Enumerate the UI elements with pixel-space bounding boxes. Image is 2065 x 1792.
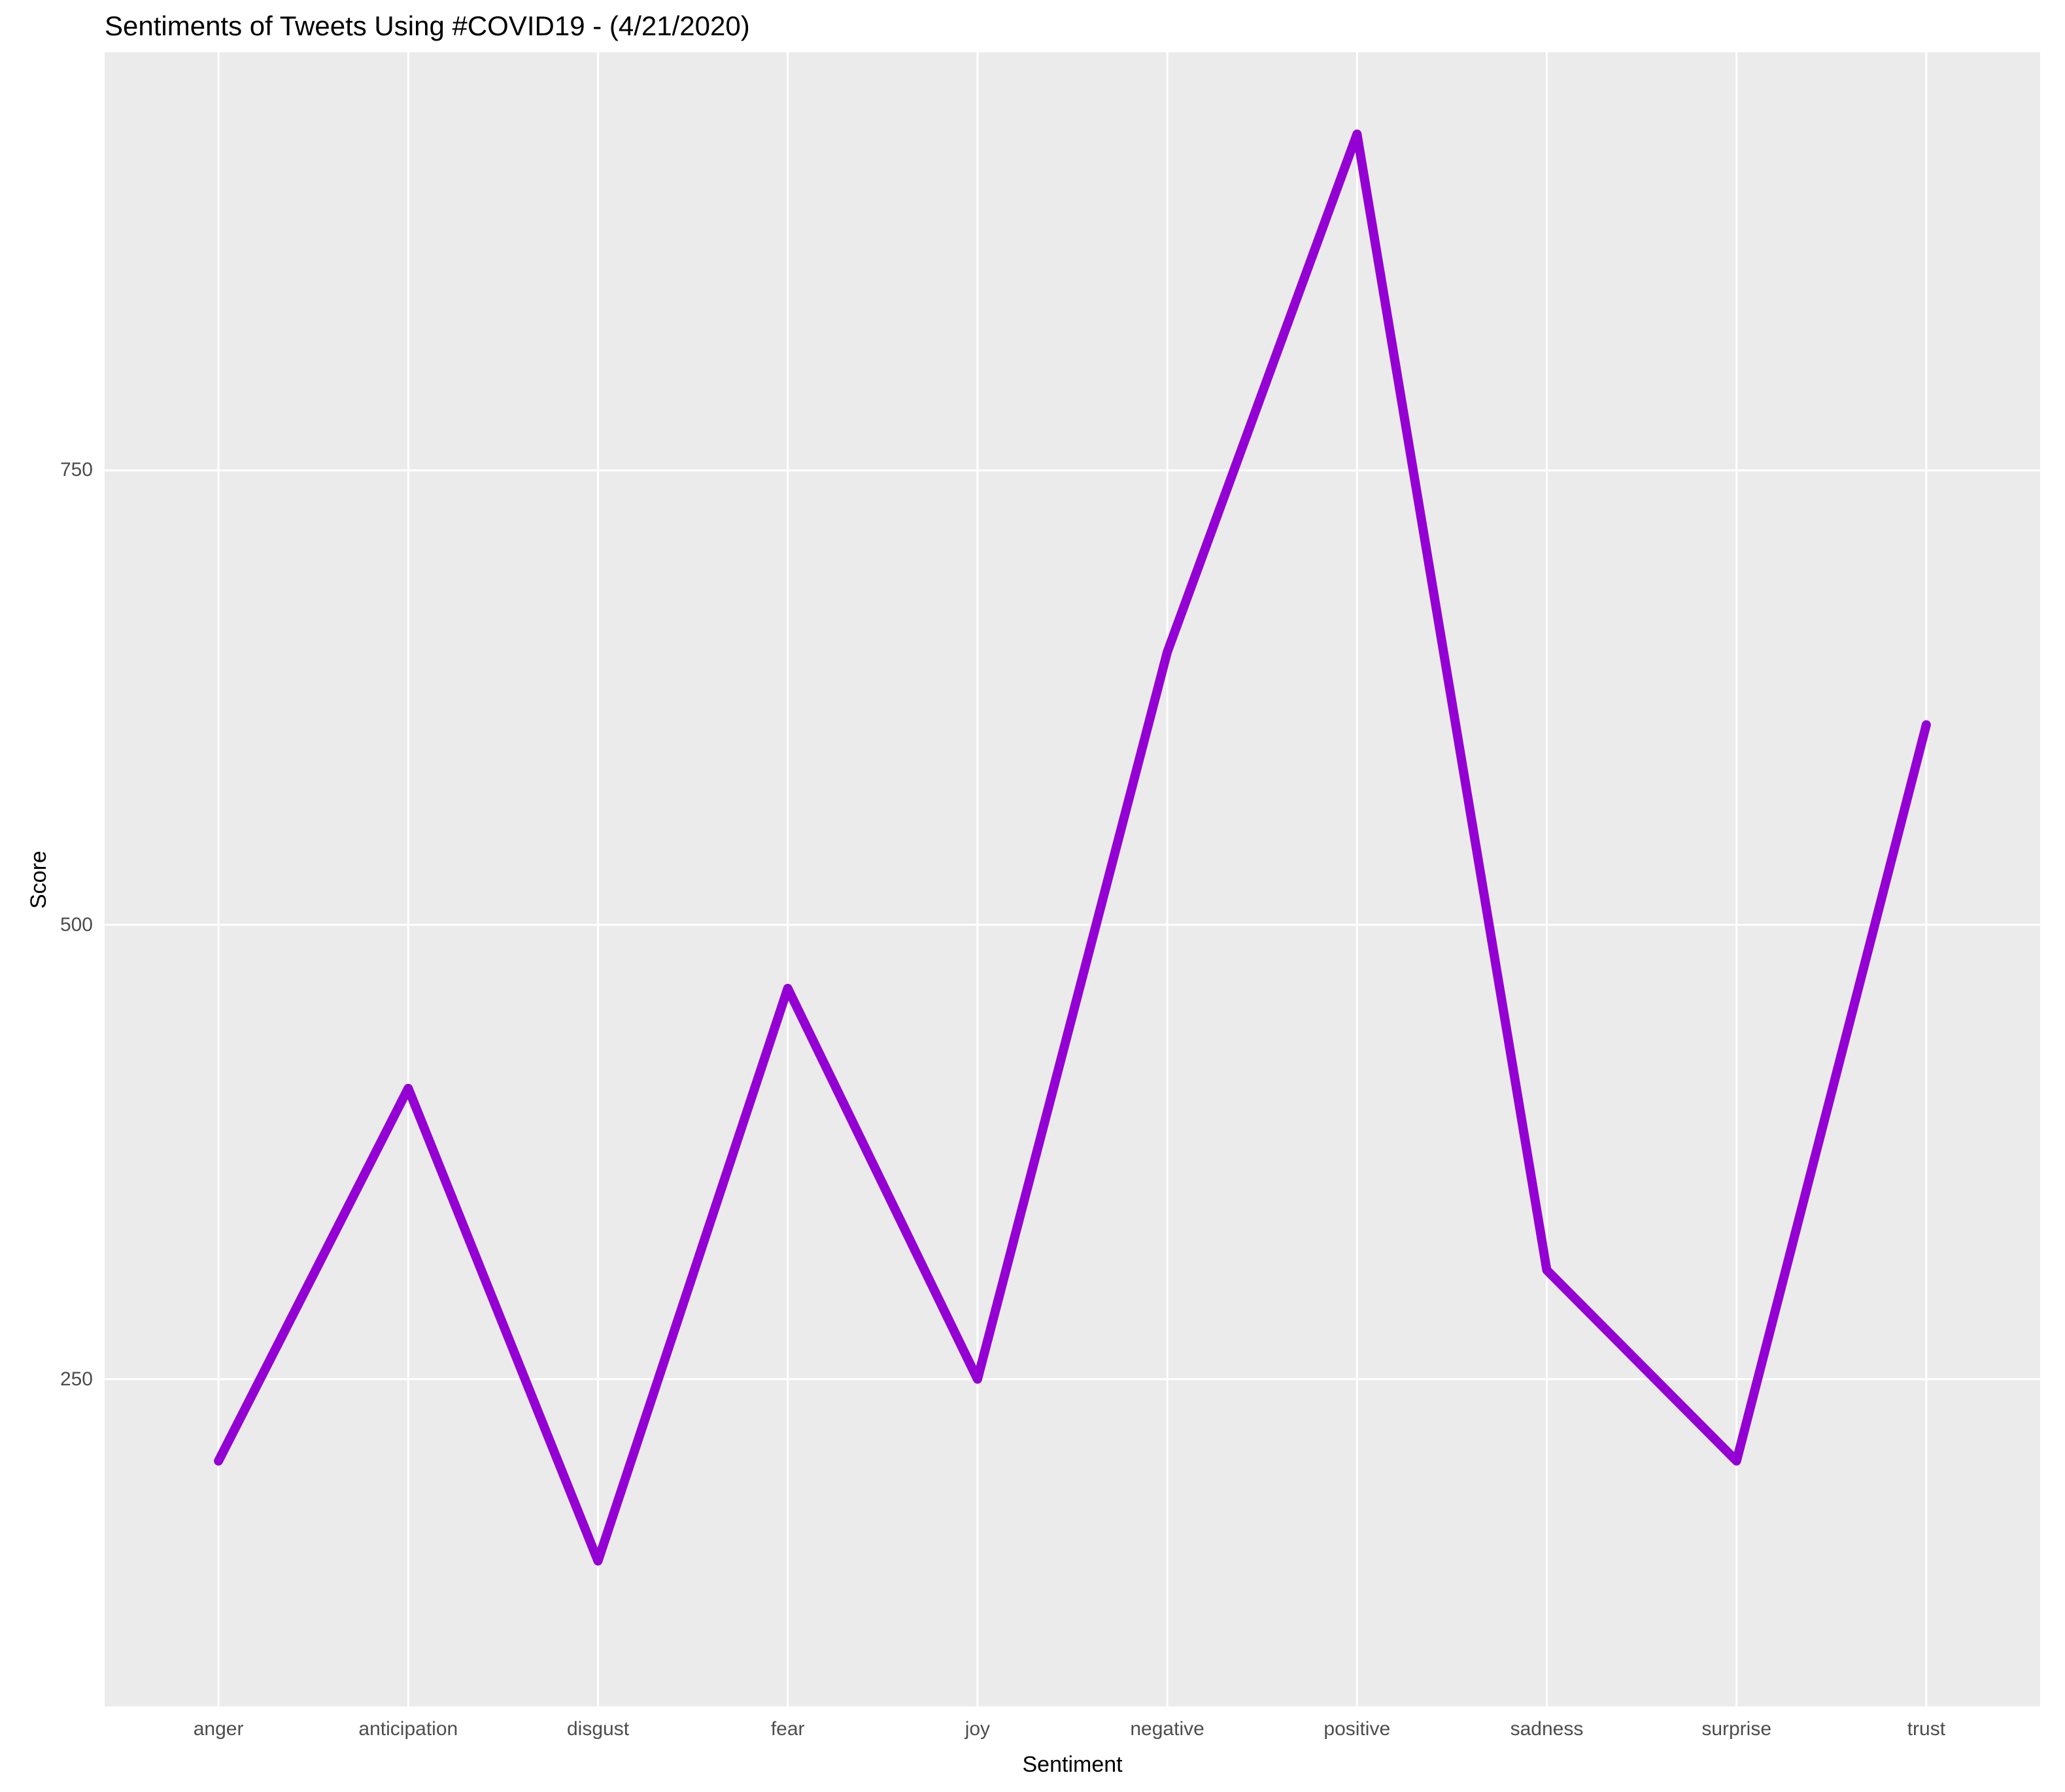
plot-area: angeranticipationdisgustfearjoynegativep… — [105, 52, 2040, 1706]
x-tick-label: disgust — [567, 1706, 629, 1740]
x-tick-label: joy — [965, 1706, 990, 1740]
x-tick-label: positive — [1323, 1706, 1390, 1740]
x-tick-label: anger — [194, 1706, 244, 1740]
y-axis-label: Score — [26, 851, 52, 909]
chart-canvas: Sentiments of Tweets Using #COVID19 - (4… — [0, 0, 2065, 1792]
plot-svg — [105, 52, 2040, 1706]
y-tick-label: 750 — [60, 459, 105, 481]
x-tick-label: sadness — [1510, 1706, 1584, 1740]
y-tick-label: 500 — [60, 914, 105, 936]
x-tick-label: fear — [771, 1706, 805, 1740]
x-tick-label: trust — [1907, 1706, 1945, 1740]
panel-background — [105, 52, 2040, 1706]
x-tick-label: anticipation — [358, 1706, 458, 1740]
x-axis-label: Sentiment — [1023, 1752, 1123, 1778]
chart-title: Sentiments of Tweets Using #COVID19 - (4… — [105, 10, 750, 42]
x-tick-label: surprise — [1701, 1706, 1771, 1740]
y-tick-label: 250 — [60, 1368, 105, 1391]
x-tick-label: negative — [1130, 1706, 1204, 1740]
